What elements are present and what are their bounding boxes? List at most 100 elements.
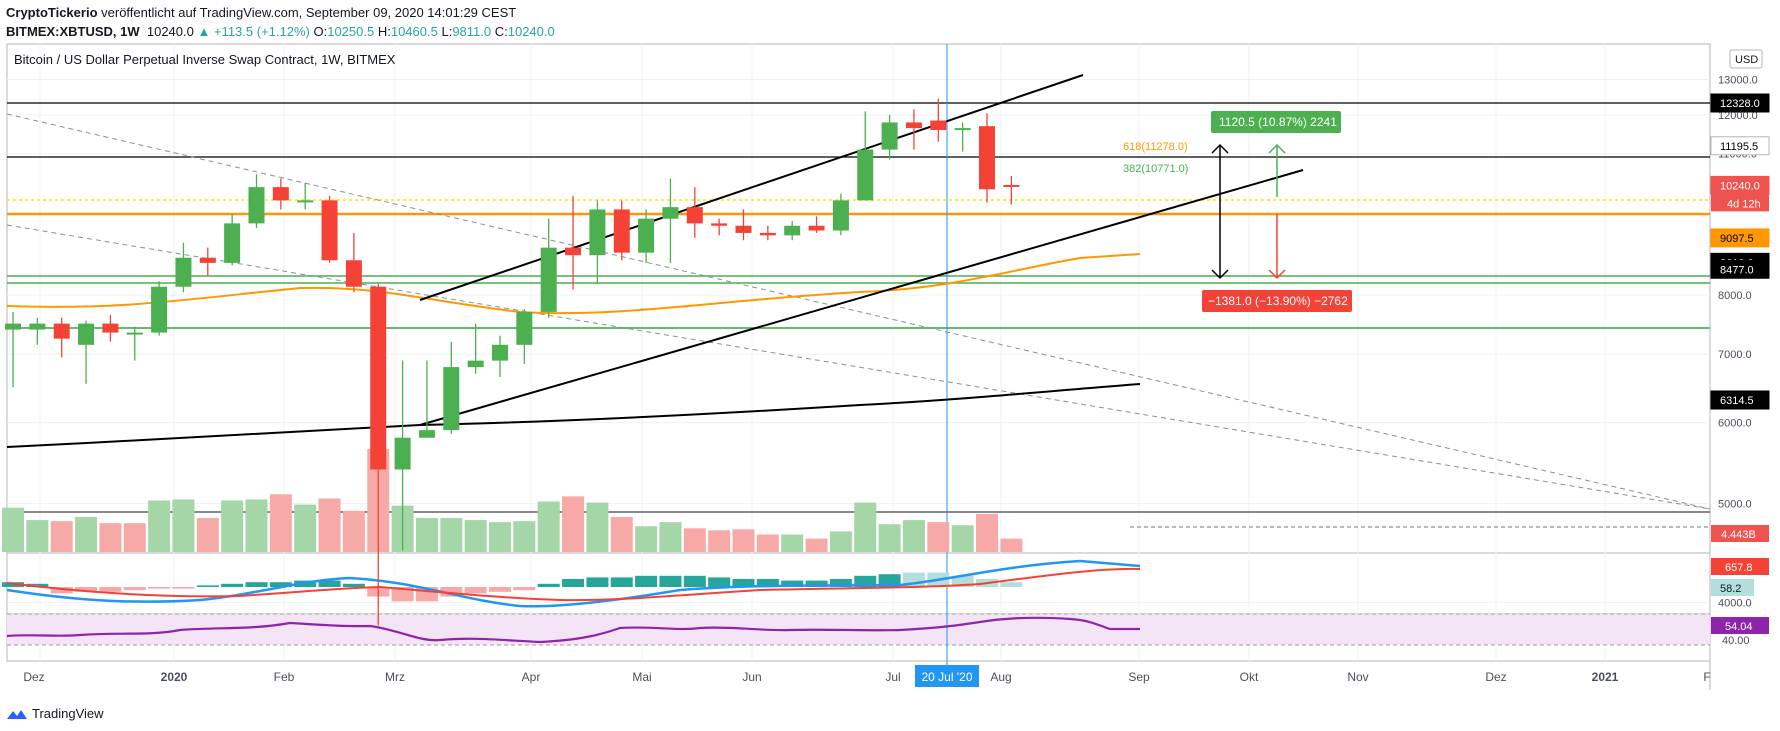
price-label: 6314.5 [1720,395,1754,407]
measure-black-arrow-down [1211,269,1229,280]
measure-green-arrow-up [1268,143,1286,154]
candle-bearish[interactable] [735,225,752,233]
candle-bullish[interactable] [467,360,484,368]
x-tick-label: Jun [742,670,761,684]
candle-bearish[interactable] [321,200,338,261]
publisher-name[interactable]: CryptoTickerio [6,5,98,20]
candle-bearish[interactable] [613,209,630,253]
candle-bullish[interactable] [29,323,46,330]
channel-lower-line[interactable] [419,169,1304,426]
candle-bullish[interactable] [443,367,460,431]
x-tick-label: 2021 [1592,670,1619,684]
candle-bearish[interactable] [1003,184,1020,187]
candle-bullish[interactable] [881,122,898,150]
volume-bar [196,518,219,552]
candle-bullish[interactable] [78,323,95,345]
volume-bar [805,538,828,552]
candle-bullish[interactable] [126,332,143,335]
candle-bearish[interactable] [686,207,703,224]
price-label: 12328.0 [1720,98,1760,110]
macd-histogram-bar [440,587,463,597]
open-value: 10250.5 [327,24,375,39]
macd-histogram-bar [683,575,706,587]
volume-bar [951,525,974,552]
candle-bullish[interactable] [784,225,801,236]
volume-bar [878,524,901,552]
fib-618-label: 618(11278.0) [1123,141,1188,153]
macd-histogram-bar [26,583,49,587]
macd-histogram-bar [781,580,804,587]
price-label-box[interactable] [1710,390,1770,410]
volume-bar [756,534,779,552]
candle-bearish[interactable] [565,247,582,256]
low-label: L: [441,24,453,39]
y-tick-label: 13000.0 [1718,74,1758,86]
price-label-box[interactable] [1710,136,1770,156]
x-tick-label: Dez [1485,670,1506,684]
candle-bullish[interactable] [638,218,655,253]
candle-bullish[interactable] [954,128,971,131]
candle-bullish[interactable] [297,200,314,203]
candle-bearish[interactable] [930,120,947,131]
macd-histogram-bar [732,579,755,587]
candle-bullish[interactable] [394,437,411,470]
macd-histogram-bar [489,587,511,592]
macd-histogram-bar [1000,582,1023,587]
candle-bullish[interactable] [857,149,874,201]
candle-bullish[interactable] [832,200,849,231]
volume-bar [976,513,998,552]
x-tick-label: Mai [632,670,651,684]
x-tick-label: 2020 [161,670,188,684]
volume-bar [513,521,536,552]
chart-title: Bitcoin / US Dollar Perpetual Inverse Sw… [14,52,396,67]
candles [5,98,1020,626]
candle-bullish[interactable] [540,247,557,312]
price-label-box[interactable] [1710,228,1770,248]
candle-bearish[interactable] [711,223,728,226]
candle-bearish[interactable] [979,126,995,190]
volume-bar [75,516,98,552]
candle-bullish[interactable] [248,187,265,224]
candle-bearish[interactable] [199,257,216,263]
candle-bearish[interactable] [102,323,119,333]
candle-bullish[interactable] [175,257,192,287]
channel-upper-line[interactable] [419,74,1084,301]
candle-bullish[interactable] [151,286,168,333]
candle-bullish[interactable] [662,207,679,219]
tradingview-logo-icon [7,709,27,719]
macd-histogram-bar [951,575,974,587]
black-moving-average[interactable] [6,383,1141,448]
x-tick-label: Sep [1128,670,1150,684]
candle-bullish[interactable] [224,223,241,263]
price-label-box[interactable] [1710,93,1770,113]
measure-down-label: −1381.0 (−13.90%) −2762 [1208,294,1348,308]
candle-bearish[interactable] [808,225,825,231]
grid [7,44,1710,661]
volume-bar [537,501,560,552]
price-label-box[interactable] [1710,259,1770,279]
candle-bearish[interactable] [53,323,70,339]
candle-bullish[interactable] [516,311,533,345]
candle-bullish[interactable] [418,430,435,438]
y-tick-label: 6000.0 [1718,418,1752,430]
currency-box[interactable] [1729,49,1763,69]
measure-up-box[interactable] [1211,111,1341,133]
candle-bullish[interactable] [5,323,21,330]
candle-bearish[interactable] [759,232,776,236]
candle-bearish[interactable] [272,187,289,201]
macd-histogram-bar [610,577,633,587]
candle-bearish[interactable] [370,286,387,470]
footer-brand[interactable]: TradingView [32,706,104,721]
candle-bearish[interactable] [905,122,922,129]
dashed-trendline-1[interactable] [6,113,1711,510]
measure-down-box[interactable] [1202,290,1352,312]
chart-header: CryptoTickerio veröffentlicht auf Tradin… [6,3,555,41]
candle-bullish[interactable] [492,344,508,361]
volume-label: 4.443B [1721,529,1756,541]
symbol-label[interactable]: BITMEX:XBTUSD, 1W [6,24,140,39]
candle-bullish[interactable] [589,209,606,256]
x-tick-label: Feb [274,670,295,684]
signal-line [6,567,1141,602]
candle-bearish[interactable] [345,260,362,287]
